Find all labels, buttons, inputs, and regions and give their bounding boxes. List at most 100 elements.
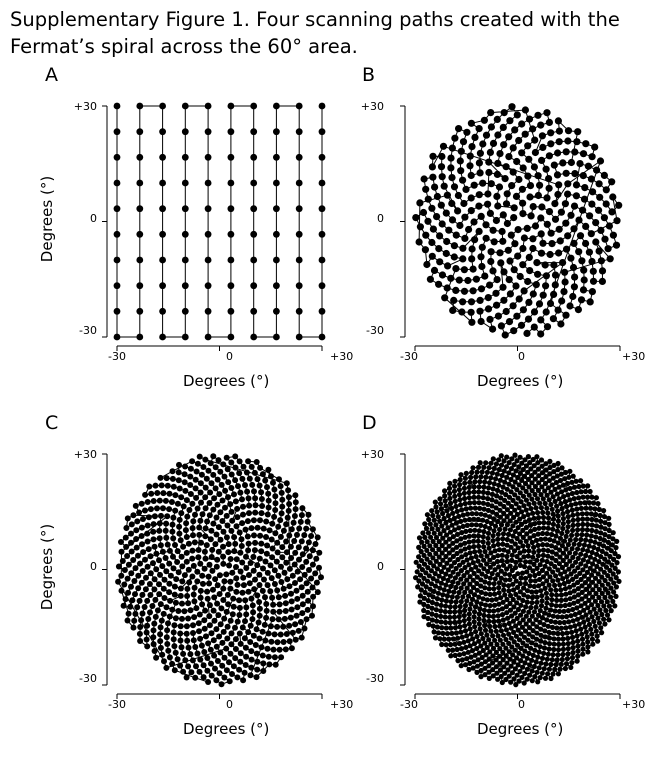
data-point	[423, 584, 429, 590]
data-point	[456, 157, 464, 165]
data-point	[275, 523, 282, 530]
data-point	[486, 480, 493, 486]
data-point	[443, 603, 449, 609]
data-point	[537, 619, 543, 625]
data-point	[528, 578, 534, 584]
data-point	[554, 528, 560, 534]
data-point	[596, 559, 602, 565]
data-point	[575, 248, 583, 256]
data-point	[240, 503, 246, 510]
data-point	[514, 615, 520, 621]
data-point	[491, 561, 497, 567]
data-point	[435, 245, 443, 253]
data-point	[467, 528, 473, 534]
data-point	[529, 488, 535, 494]
data-point	[563, 561, 569, 568]
data-point	[233, 523, 240, 530]
data-point	[517, 580, 523, 587]
data-point	[478, 631, 484, 637]
data-point	[156, 557, 162, 564]
data-point	[602, 520, 608, 526]
data-point	[539, 567, 546, 573]
data-point	[270, 646, 277, 653]
data-point	[171, 643, 178, 650]
data-point	[580, 547, 586, 553]
data-point	[245, 588, 252, 595]
data-point	[416, 223, 424, 231]
data-point	[558, 471, 564, 477]
data-point	[446, 536, 453, 542]
data-point	[545, 510, 551, 516]
data-point	[237, 650, 244, 657]
data-point	[568, 502, 574, 508]
data-point	[593, 534, 599, 540]
data-point	[497, 501, 503, 507]
data-point	[537, 230, 545, 238]
data-point	[546, 497, 552, 503]
data-point	[517, 490, 523, 496]
data-point	[502, 479, 508, 485]
data-point	[471, 544, 477, 550]
data-point	[413, 559, 419, 565]
data-point	[471, 500, 477, 506]
data-point	[460, 287, 469, 295]
data-point	[458, 502, 464, 508]
data-point	[258, 644, 265, 651]
data-point	[183, 497, 190, 504]
data-point	[314, 534, 321, 541]
data-point	[438, 501, 444, 507]
data-point	[494, 131, 502, 139]
data-point	[460, 512, 466, 518]
data-point	[570, 239, 578, 247]
data-point	[489, 491, 495, 497]
data-point	[240, 677, 247, 684]
data-point	[283, 631, 290, 637]
data-point	[266, 661, 273, 668]
data-point	[582, 239, 590, 248]
data-point	[565, 480, 571, 487]
data-point	[568, 664, 574, 670]
data-point	[493, 192, 501, 200]
data-point	[510, 497, 516, 503]
data-point	[490, 667, 496, 673]
data-point	[429, 508, 435, 514]
data-point	[507, 563, 513, 569]
data-point	[459, 657, 465, 663]
data-point	[557, 320, 565, 328]
data-point	[159, 205, 166, 213]
data-point	[457, 608, 463, 615]
data-point	[487, 525, 493, 531]
data-point	[581, 184, 589, 192]
data-point	[130, 512, 137, 519]
data-point	[558, 501, 564, 507]
data-point	[492, 623, 498, 630]
data-point	[576, 621, 582, 627]
data-point	[450, 553, 456, 559]
data-point	[159, 333, 166, 341]
data-point	[229, 517, 236, 524]
data-point	[458, 663, 464, 669]
data-point	[536, 520, 542, 526]
data-point	[436, 554, 442, 560]
data-point	[493, 657, 499, 663]
data-point	[274, 539, 281, 546]
data-point	[507, 518, 513, 524]
data-point	[460, 523, 466, 529]
data-point	[242, 526, 249, 533]
data-point	[602, 526, 608, 532]
data-point	[309, 612, 315, 619]
data-point	[211, 617, 218, 624]
data-point	[467, 550, 473, 556]
data-point	[441, 564, 447, 570]
data-point	[294, 531, 300, 538]
data-point	[545, 184, 553, 192]
data-point	[538, 603, 545, 609]
data-point	[482, 665, 488, 671]
data-point	[490, 653, 496, 659]
data-point	[516, 505, 522, 511]
data-point	[555, 614, 561, 620]
data-point	[158, 482, 165, 489]
data-point	[541, 622, 547, 628]
data-point	[180, 650, 187, 657]
data-point	[250, 230, 258, 238]
